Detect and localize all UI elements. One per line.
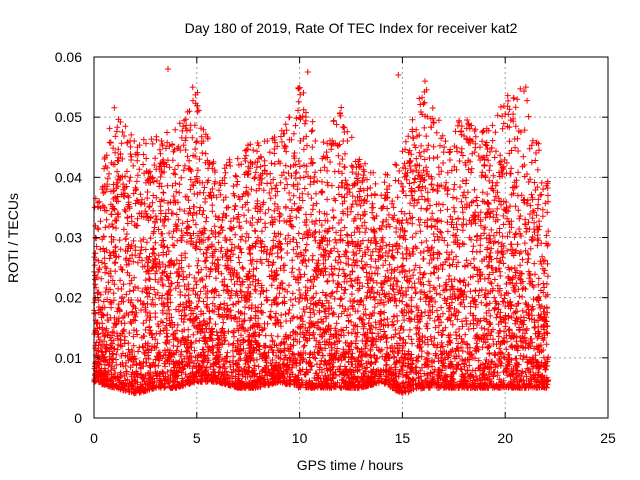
chart-title: Day 180 of 2019, Rate Of TEC Index for r… [185, 20, 518, 36]
y-tick-label: 0 [74, 410, 82, 426]
y-tick-label: 0.06 [55, 49, 82, 65]
y-tick-label: 0.02 [55, 290, 82, 306]
x-tick-label: 0 [90, 430, 98, 446]
x-tick-label: 10 [292, 430, 308, 446]
x-tick-label: 20 [497, 430, 513, 446]
axis-ticks: 0 5 10 15 20 25 0 0.01 0.02 0.03 0.04 0.05 0.06 [55, 49, 616, 446]
x-axis-label: GPS time / hours [297, 457, 404, 473]
y-tick-label: 0.05 [55, 109, 82, 125]
x-tick-label: 25 [600, 430, 616, 446]
y-tick-label: 0.01 [55, 350, 82, 366]
x-tick-label: 15 [395, 430, 411, 446]
y-tick-label: 0.04 [55, 169, 82, 185]
y-axis-label: ROTI / TECUs [5, 193, 21, 283]
data-points [91, 66, 552, 397]
x-tick-label: 5 [193, 430, 201, 446]
roti-point-markers [91, 66, 552, 397]
y-tick-label: 0.03 [55, 230, 82, 246]
